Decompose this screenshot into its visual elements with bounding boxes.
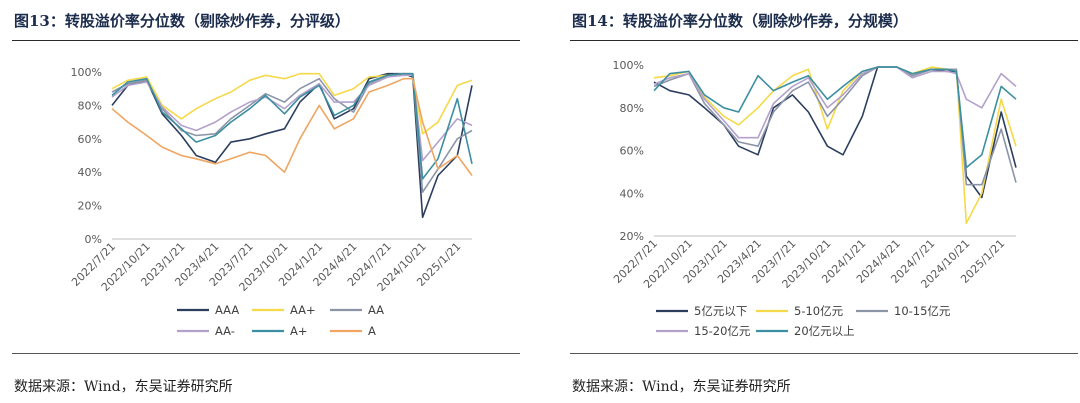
figure-title: 图14：转股溢价率分位数（剔除炒作券，分规模） (572, 12, 908, 30)
y-tick-label: 100% (71, 66, 102, 79)
legend-label: 5-10亿元 (794, 304, 844, 318)
source-rule (12, 353, 520, 354)
legend-label: A (368, 324, 376, 338)
legend-label: 15-20亿元 (694, 324, 751, 338)
series-line-A+ (111, 72, 473, 180)
legend-label: 10-15亿元 (894, 304, 951, 318)
y-tick-label: 60% (620, 145, 644, 158)
series-line-5-10亿元 (653, 66, 1017, 224)
legend-label: 20亿元以上 (794, 324, 855, 338)
title-rule (12, 40, 520, 41)
rating-premium-chart: 0%20%40%60%80%100%2022/7/212022/10/21202… (69, 66, 473, 338)
y-tick-label: 20% (78, 200, 102, 213)
legend-label: AA (368, 303, 384, 317)
y-tick-label: 20% (620, 230, 644, 243)
series-line-A (111, 77, 473, 176)
legend-label: 5亿元以下 (694, 304, 747, 318)
series-line-AAA (111, 72, 473, 219)
legend-label: AA- (215, 324, 235, 338)
series-line-20亿元以上 (653, 66, 1017, 169)
y-tick-label: 40% (78, 166, 102, 179)
y-tick-label: 80% (78, 99, 102, 112)
title-rule (570, 40, 1078, 41)
data-source: 数据来源：Wind，东吴证券研究所 (14, 379, 233, 395)
y-tick-label: 80% (620, 102, 644, 115)
size-premium-chart: 20%40%60%80%100%2022/7/212022/10/212023/… (611, 59, 1017, 338)
legend-label: A+ (290, 324, 308, 338)
y-tick-label: 0% (85, 233, 102, 246)
y-tick-label: 40% (620, 187, 644, 200)
legend-label: AAA (215, 303, 239, 317)
legend-label: AA+ (290, 303, 316, 317)
series-line-15-20亿元 (653, 66, 1017, 139)
figure-14-panel: 图14：转股溢价率分位数（剔除炒作券，分规模） 20% 40% 60% 80% 100%… (558, 0, 1078, 403)
data-source: 数据来源：Wind，东吴证券研究所 (572, 379, 791, 395)
figure-13-panel: 图13：转股溢价率分位数（剔除炒作券，分评级） 0% 20% 40% 60% 80% 10… (0, 0, 520, 403)
source-rule (570, 353, 1078, 354)
figure-title: 图13：转股溢价率分位数（剔除炒作券，分评级） (14, 12, 350, 30)
y-tick-label: 100% (613, 59, 644, 72)
y-tick-label: 60% (78, 133, 102, 146)
